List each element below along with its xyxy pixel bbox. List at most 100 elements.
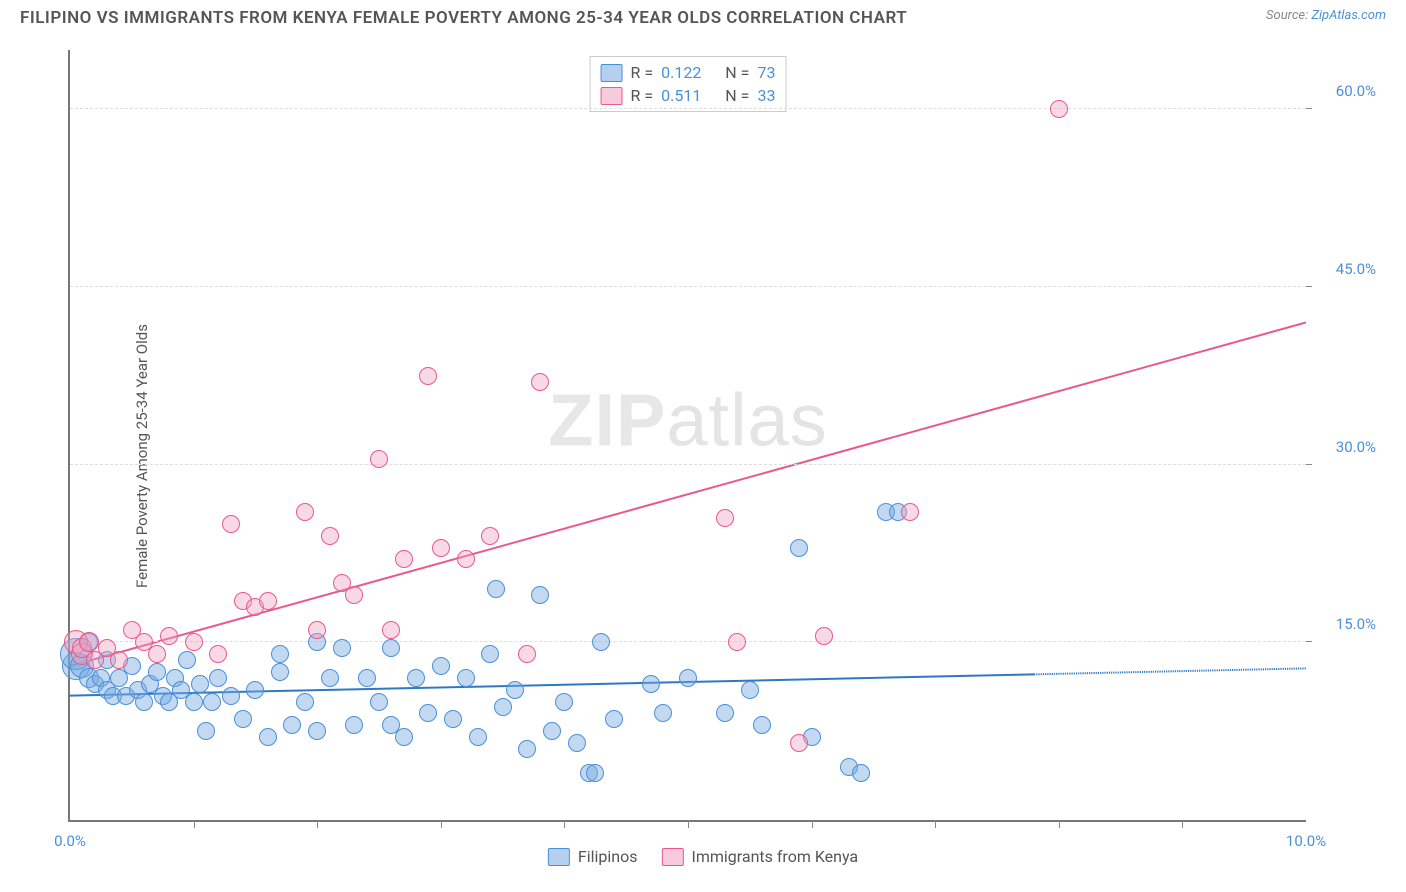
data-point [209,645,227,663]
data-point [741,681,759,699]
legend-item: Immigrants from Kenya [661,847,858,866]
correlation-legend: R =0.122 N =73R =0.511 N =33 [590,56,787,112]
legend-swatch [601,64,623,82]
data-point [901,503,919,521]
data-point [148,645,166,663]
data-point [296,693,314,711]
chart-title: FILIPINO VS IMMIGRANTS FROM KENYA FEMALE… [20,8,907,28]
data-point [110,651,128,669]
data-point [518,740,536,758]
data-point [382,621,400,639]
data-point [271,663,289,681]
data-point [308,621,326,639]
data-point [148,663,166,681]
data-point [494,698,512,716]
data-point [457,669,475,687]
data-point [160,627,178,645]
trend-lines [70,50,1306,820]
data-point [432,539,450,557]
legend-label: Immigrants from Kenya [691,847,858,866]
plot-region: ZIPatlas R =0.122 N =73R =0.511 N =33 15… [68,50,1306,822]
data-point [481,645,499,663]
x-tick [812,820,813,828]
gridline [70,464,1306,465]
gridline [70,108,1306,109]
legend-swatch [601,87,623,105]
data-point [716,509,734,527]
data-point [1050,100,1068,118]
data-point [135,693,153,711]
data-point [605,710,623,728]
y-tick-label: 45.0% [1316,260,1376,278]
gridline [70,286,1306,287]
source-label: Source: ZipAtlas.com [1266,8,1386,23]
legend-item: Filipinos [548,847,638,866]
data-point [79,632,99,652]
x-min-label: 0.0% [54,832,86,850]
legend-swatch [661,848,683,866]
data-point [679,669,697,687]
legend-row: R =0.511 N =33 [601,84,776,107]
x-tick [688,820,689,828]
data-point [345,716,363,734]
data-point [395,550,413,568]
data-point [568,734,586,752]
x-tick [935,820,936,828]
data-point [531,586,549,604]
x-tick [441,820,442,828]
data-point [222,687,240,705]
data-point [642,675,660,693]
x-tick [1059,820,1060,828]
data-point [555,693,573,711]
data-point [586,764,604,782]
data-point [753,716,771,734]
data-point [370,450,388,468]
gridline [70,641,1306,642]
y-tick-label: 15.0% [1316,615,1376,633]
x-max-label: 10.0% [1286,832,1326,850]
data-point [407,669,425,687]
data-point [716,704,734,722]
x-tick [1182,820,1183,828]
data-point [506,681,524,699]
chart-area: Female Poverty Among 25-34 Year Olds ZIP… [20,40,1386,872]
data-point [259,592,277,610]
data-point [728,633,746,651]
data-point [209,669,227,687]
source-link[interactable]: ZipAtlas.com [1311,8,1386,23]
data-point [419,367,437,385]
data-point [296,503,314,521]
data-point [283,716,301,734]
data-point [203,693,221,711]
data-point [592,633,610,651]
data-point [234,710,252,728]
data-point [259,728,277,746]
data-point [654,704,672,722]
data-point [358,669,376,687]
data-point [246,681,264,699]
data-point [178,651,196,669]
legend-label: Filipinos [578,847,638,866]
data-point [321,669,339,687]
data-point [271,645,289,663]
data-point [333,639,351,657]
data-point [457,550,475,568]
data-point [543,722,561,740]
data-point [444,710,462,728]
watermark: ZIPatlas [548,377,827,462]
data-point [469,728,487,746]
data-point [321,527,339,545]
data-point [345,586,363,604]
series-legend: Filipinos Immigrants from Kenya [548,847,858,866]
data-point [197,722,215,740]
data-point [790,539,808,557]
data-point [531,373,549,391]
x-tick [564,820,565,828]
data-point [191,675,209,693]
data-point [222,515,240,533]
data-point [852,764,870,782]
data-point [481,527,499,545]
data-point [432,657,450,675]
x-tick [194,820,195,828]
data-point [185,633,203,651]
